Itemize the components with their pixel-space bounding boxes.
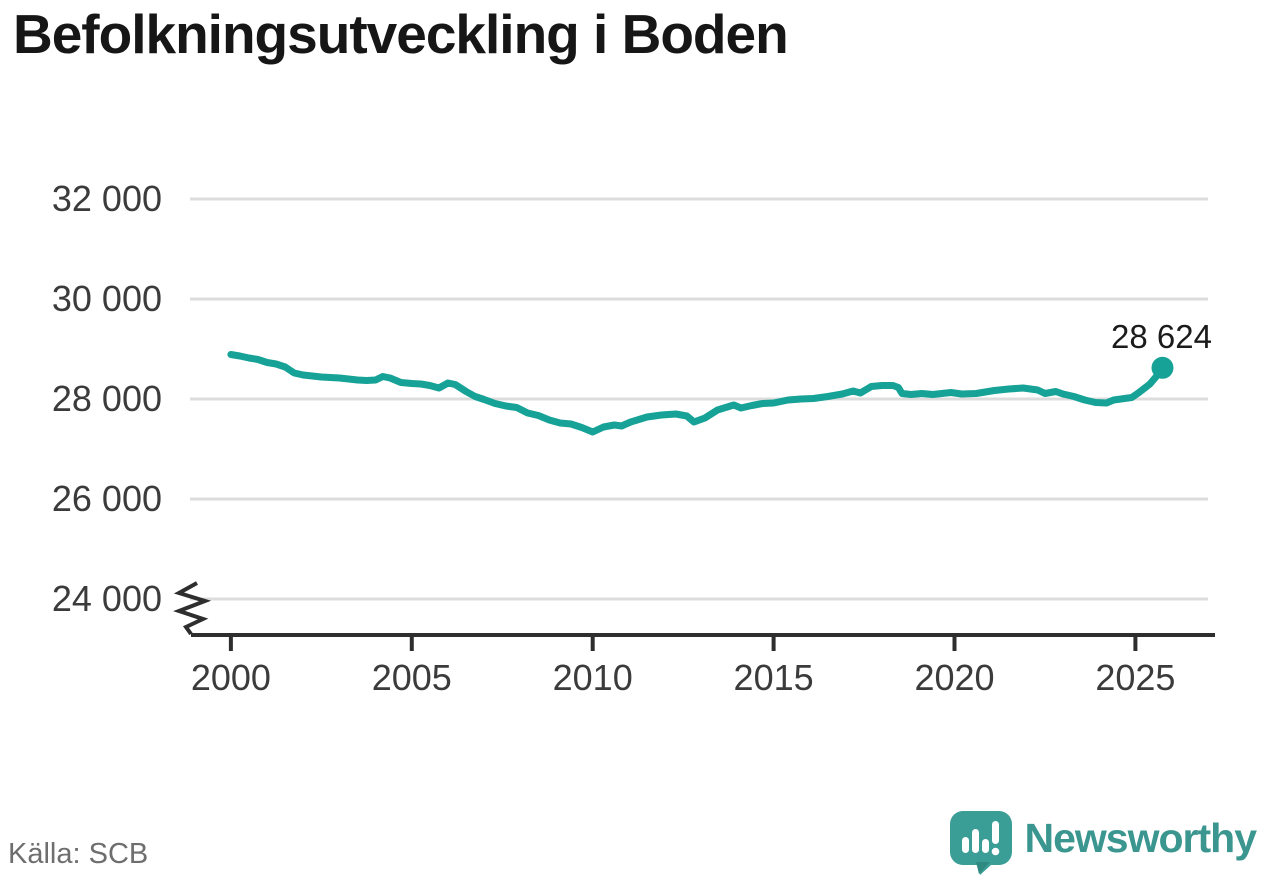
latest-point-marker xyxy=(1151,356,1174,379)
logo-bars xyxy=(961,821,999,856)
y-tick-label: 28 000 xyxy=(52,378,162,419)
source-caption: Källa: SCB xyxy=(8,838,149,870)
axis-break-zigzag xyxy=(173,581,212,636)
gridlines xyxy=(190,197,1208,601)
population-line xyxy=(227,351,1166,436)
x-tick-label: 2005 xyxy=(372,657,452,698)
x-axis-labels: 2000 2005 2010 2015 2020 2025 xyxy=(191,657,1176,698)
newsworthy-logo: Newsworthy xyxy=(949,810,1257,876)
newsworthy-logo-text: Newsworthy xyxy=(1024,814,1257,861)
x-tick-label: 2010 xyxy=(553,657,633,698)
newsworthy-logo-icon xyxy=(949,811,1012,875)
y-tick-label: 32 000 xyxy=(52,178,162,219)
x-tick-label: 2000 xyxy=(191,657,271,698)
x-axis-ticks xyxy=(228,635,1138,651)
x-tick-label: 2015 xyxy=(734,657,814,698)
y-tick-label: 30 000 xyxy=(52,278,162,319)
y-axis-labels: 24 000 26 000 28 000 30 000 32 000 xyxy=(52,178,162,619)
chart-title: Befolkningsutveckling i Boden xyxy=(13,3,789,65)
latest-value-label: 28 624 xyxy=(1111,318,1212,355)
x-tick-label: 2025 xyxy=(1095,657,1175,698)
y-tick-label: 24 000 xyxy=(52,578,162,619)
y-tick-label: 26 000 xyxy=(52,478,162,519)
x-tick-label: 2020 xyxy=(914,657,994,698)
